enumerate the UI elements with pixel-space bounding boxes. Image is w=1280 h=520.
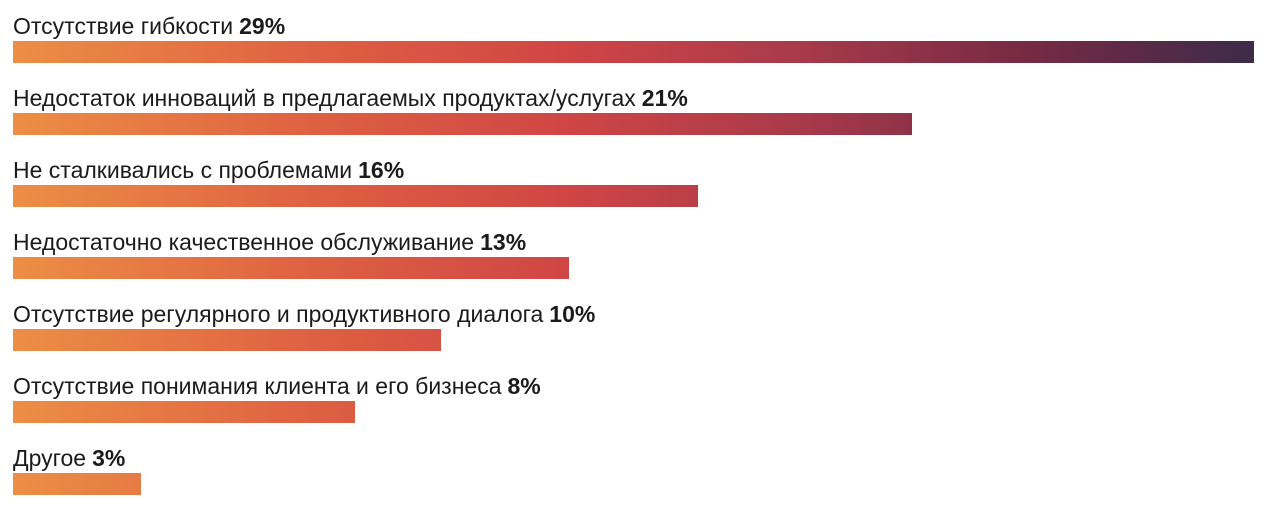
bar-fill bbox=[13, 257, 569, 279]
bar-row: Не сталкивались с проблемами 16% bbox=[13, 156, 1263, 226]
bar-row: Отсутствие понимания клиента и его бизне… bbox=[13, 372, 1263, 442]
bar-label: Отсутствие понимания клиента и его бизне… bbox=[13, 372, 541, 400]
value-label: 29% bbox=[239, 13, 286, 39]
bar bbox=[13, 329, 441, 351]
value-label: 10% bbox=[549, 301, 596, 327]
category-label: Отсутствие гибкости bbox=[13, 13, 234, 39]
bar-fill bbox=[13, 329, 441, 351]
category-label: Отсутствие регулярного и продуктивного д… bbox=[13, 301, 544, 327]
value-label: 8% bbox=[507, 373, 541, 399]
category-label: Недостаток инноваций в предлагаемых прод… bbox=[13, 85, 636, 111]
bar-label: Отсутствие регулярного и продуктивного д… bbox=[13, 300, 595, 328]
bar-fill bbox=[13, 473, 141, 495]
bar-label: Отсутствие гибкости 29% bbox=[13, 12, 285, 40]
bar-row: Отсутствие регулярного и продуктивного д… bbox=[13, 300, 1263, 370]
bar-fill bbox=[13, 401, 355, 423]
category-label: Другое bbox=[13, 445, 87, 471]
bar bbox=[13, 113, 912, 135]
bar-label: Недостаточно качественное обслуживание 13… bbox=[13, 228, 526, 256]
bar bbox=[13, 473, 141, 495]
category-label: Отсутствие понимания клиента и его бизне… bbox=[13, 373, 502, 399]
bar-fill bbox=[13, 185, 698, 207]
category-label: Не сталкивались с проблемами bbox=[13, 157, 353, 183]
bar-row: Недостаток инноваций в предлагаемых прод… bbox=[13, 84, 1263, 154]
bar-fill bbox=[13, 41, 1254, 63]
bar bbox=[13, 401, 355, 423]
bar-row: Отсутствие гибкости 29% bbox=[13, 12, 1263, 82]
bar-label: Не сталкивались с проблемами 16% bbox=[13, 156, 404, 184]
bar-label: Недостаток инноваций в предлагаемых прод… bbox=[13, 84, 688, 112]
bar bbox=[13, 41, 1254, 63]
bar-row: Недостаточно качественное обслуживание 13… bbox=[13, 228, 1263, 298]
value-label: 16% bbox=[358, 157, 405, 183]
bar-fill bbox=[13, 113, 912, 135]
bar bbox=[13, 185, 698, 207]
bar-label: Другое 3% bbox=[13, 444, 125, 472]
value-label: 3% bbox=[92, 445, 126, 471]
bar-row: Другое 3% bbox=[13, 444, 1263, 514]
category-label: Недостаточно качественное обслуживание bbox=[13, 229, 475, 255]
value-label: 21% bbox=[641, 85, 688, 111]
value-label: 13% bbox=[480, 229, 527, 255]
bar bbox=[13, 257, 569, 279]
